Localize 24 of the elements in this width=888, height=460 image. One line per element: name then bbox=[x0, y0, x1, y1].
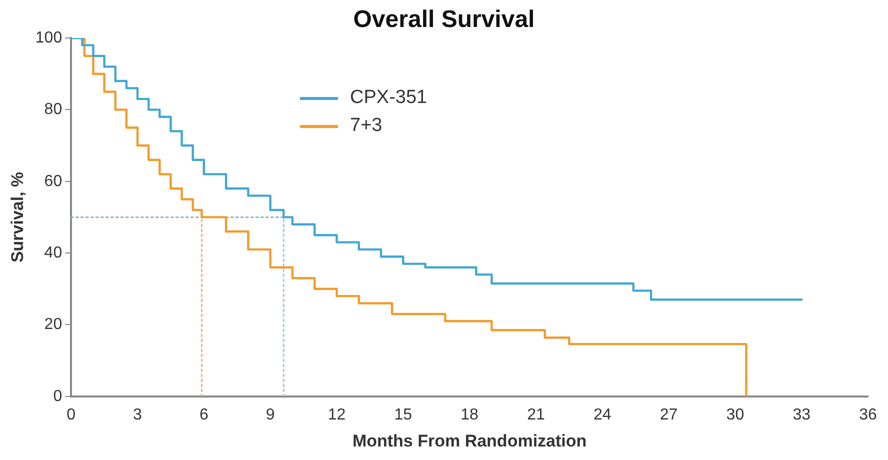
legend-label: CPX-351 bbox=[350, 87, 428, 109]
x-tick-label: 9 bbox=[266, 406, 275, 424]
y-tick-label: 100 bbox=[35, 29, 62, 46]
x-tick-label: 0 bbox=[66, 406, 76, 424]
x-axis-title: Months From Randomization bbox=[352, 431, 587, 450]
legend-label: 7+3 bbox=[350, 115, 382, 137]
y-tick-label: 80 bbox=[44, 101, 62, 118]
chart-title: Overall Survival bbox=[353, 6, 535, 33]
x-tick-label: 3 bbox=[133, 406, 142, 424]
y-tick-label: 40 bbox=[44, 244, 62, 262]
y-tick-label: 0 bbox=[53, 388, 62, 405]
x-tick-label: 24 bbox=[593, 406, 612, 424]
x-tick-label: 18 bbox=[460, 406, 479, 424]
x-tick-label: 15 bbox=[394, 406, 412, 424]
x-tick-label: 33 bbox=[792, 406, 811, 424]
x-tick-label: 27 bbox=[660, 406, 678, 424]
y-tick-label: 60 bbox=[44, 172, 62, 190]
x-tick-label: 30 bbox=[726, 406, 744, 424]
x-tick-label: 21 bbox=[527, 406, 545, 424]
y-tick-label: 20 bbox=[44, 316, 62, 334]
y-axis-title: Survival, % bbox=[8, 172, 27, 263]
x-tick-label: 6 bbox=[199, 406, 208, 424]
x-tick-label: 36 bbox=[859, 406, 877, 424]
x-tick-label: 12 bbox=[328, 406, 346, 424]
